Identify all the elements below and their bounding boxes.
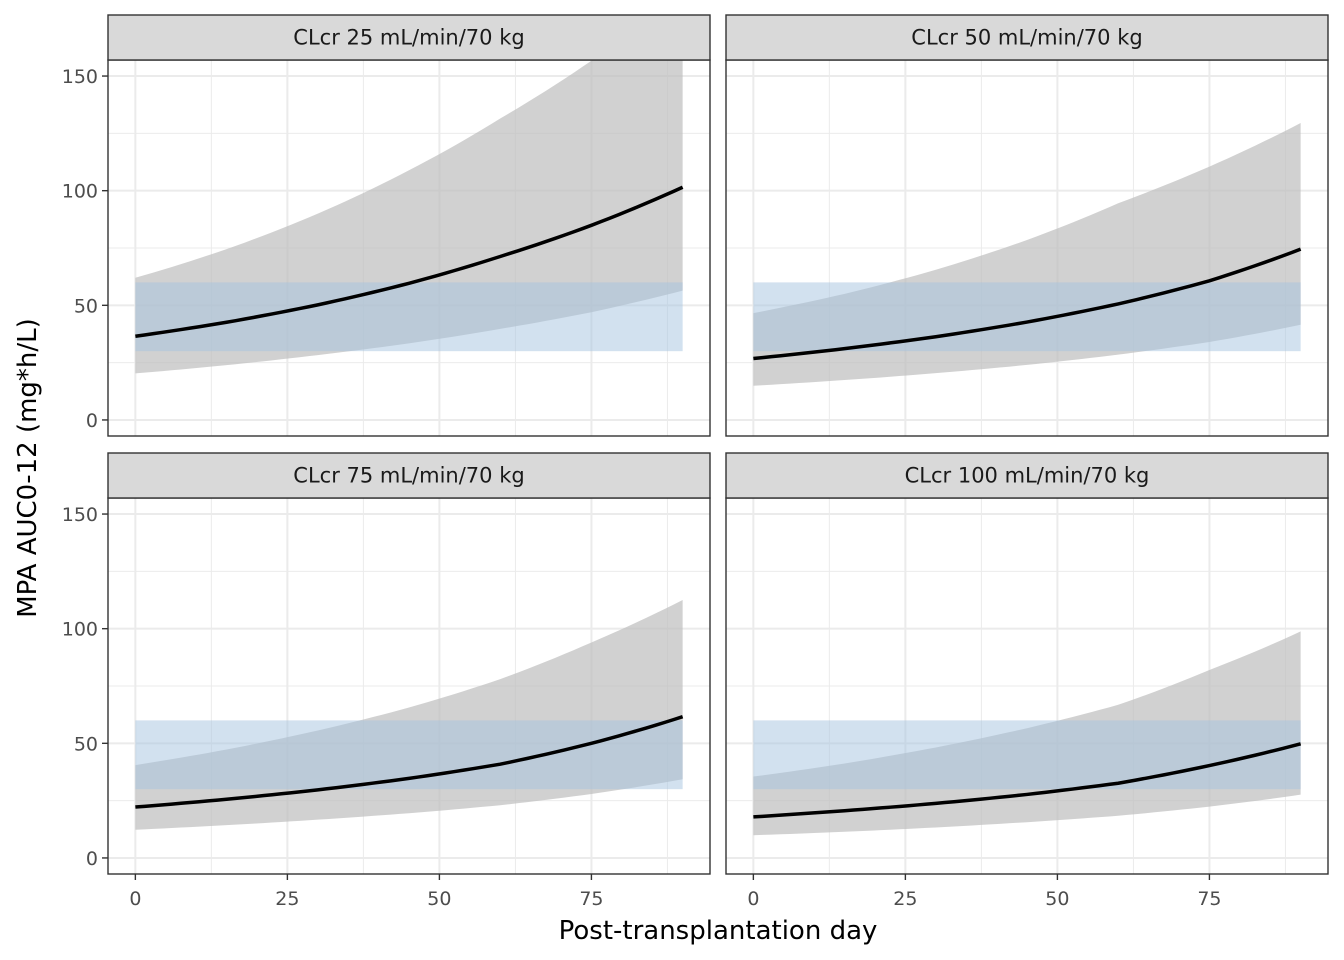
panels-layer: CLcr 25 mL/min/70 kg CLcr 50 mL/min/70 kg… [107, 14, 1329, 875]
facet-strip-label: CLcr 50 mL/min/70 kg [911, 26, 1142, 50]
median-line [135, 715, 684, 809]
x-tick-label: 50 [427, 888, 451, 910]
target-range-band [135, 282, 683, 352]
facet-strip [725, 14, 1329, 61]
y-tick-label: 0 [86, 848, 98, 870]
y-tick-label: 50 [74, 733, 98, 755]
y-tick-label: 150 [62, 66, 98, 88]
facet-strip [107, 14, 711, 61]
facet-panel: CLcr 25 mL/min/70 kg [107, 14, 711, 437]
panel-data [753, 631, 1302, 836]
median-line [753, 247, 1302, 361]
y-tick-label: 100 [62, 181, 98, 203]
median-line [135, 185, 684, 339]
facet-panel: CLcr 50 mL/min/70 kg [725, 14, 1329, 437]
facet-panel: CLcr 100 mL/min/70 kg [725, 452, 1329, 875]
facet-panel: CLcr 75 mL/min/70 kg [107, 452, 711, 875]
y-tick-label: 50 [74, 295, 98, 317]
facet-strip [725, 452, 1329, 499]
x-tick-label: 25 [893, 888, 917, 910]
panel-data [135, 600, 684, 830]
x-tick-label: 75 [1197, 888, 1221, 910]
x-axis-title: Post-transplantation day [559, 916, 878, 946]
facet-strip-label: CLcr 75 mL/min/70 kg [293, 464, 524, 488]
panel-data [753, 123, 1302, 386]
median-line [753, 742, 1302, 819]
grid-lines [726, 498, 1328, 874]
x-tick-label: 50 [1045, 888, 1069, 910]
x-tick-label: 0 [747, 888, 759, 910]
x-tick-label: 0 [129, 888, 141, 910]
y-axis-title: MPA AUC0-12 (mg*h/L) [13, 318, 43, 618]
y-tick-label: 100 [62, 619, 98, 641]
y-tick-label: 150 [62, 504, 98, 526]
x-tick-label: 75 [579, 888, 603, 910]
axes-layer: 0 50 100 150 0 50 100 150 0 25 50 75 0 25 50 75 [62, 66, 1222, 910]
facet-strip-label: CLcr 25 mL/min/70 kg [293, 26, 524, 50]
panel-data [135, 60, 684, 374]
facet-strip [107, 452, 711, 499]
target-range-band [753, 720, 1301, 790]
facet-strip-label: CLcr 100 mL/min/70 kg [905, 464, 1150, 488]
x-tick-label: 25 [275, 888, 299, 910]
y-tick-label: 0 [86, 410, 98, 432]
target-range-band [753, 282, 1301, 352]
